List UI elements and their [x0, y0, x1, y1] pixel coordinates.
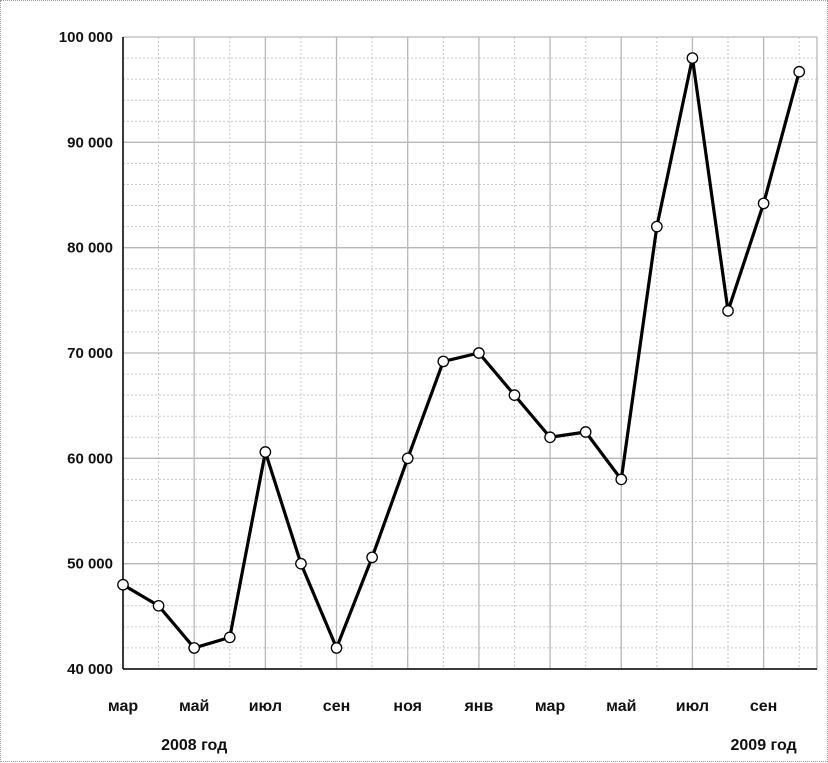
data-point [295, 557, 307, 570]
year-label: 2009 год [731, 737, 797, 754]
data-point [686, 52, 699, 64]
y-tick-label: 90 000 [67, 134, 113, 151]
data-point [722, 305, 734, 317]
y-tick-label: 100 000 [59, 29, 113, 46]
x-tick-label: май [606, 698, 636, 715]
data-point [793, 65, 806, 78]
data-point [579, 426, 592, 438]
x-tick-label: ноя [393, 698, 422, 715]
x-tick-label: мар [535, 698, 566, 715]
data-point [152, 599, 165, 612]
data-point [259, 446, 272, 458]
y-tick-label: 70 000 [67, 345, 113, 362]
x-tick-label: сен [750, 698, 777, 715]
data-point [117, 578, 129, 591]
data-point [401, 452, 414, 465]
y-tick-label: 40 000 [67, 661, 113, 678]
data-point [757, 197, 770, 210]
data-point [544, 431, 556, 444]
x-tick-label: сен [323, 698, 350, 715]
y-tick-label: 50 000 [67, 556, 113, 573]
x-tick-label: мар [108, 698, 139, 715]
year-label: 2008 год [161, 737, 227, 754]
x-tick-label: июл [249, 698, 282, 715]
data-point [223, 631, 236, 644]
y-tick-label: 80 000 [67, 240, 113, 257]
data-point [508, 389, 521, 401]
x-tick-label: июл [676, 698, 709, 715]
data-point [615, 473, 628, 486]
data-point [188, 642, 201, 654]
x-tick-label: янв [463, 698, 493, 715]
data-point [437, 355, 450, 368]
data-point [473, 347, 485, 359]
x-tick-label: май [179, 698, 209, 715]
data-point [650, 220, 663, 233]
series-line [122, 56, 801, 650]
data-point [366, 551, 378, 564]
data-point [330, 642, 343, 654]
y-tick-label: 60 000 [67, 450, 113, 467]
